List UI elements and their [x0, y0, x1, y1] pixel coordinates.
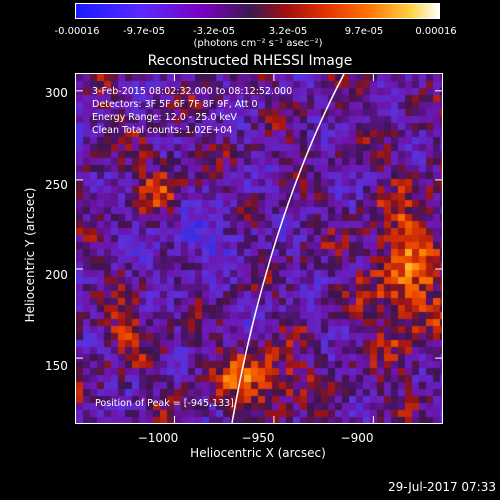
y-tick-label: 200	[45, 268, 68, 282]
colorbar	[75, 3, 440, 19]
x-axis-label: Heliocentric X (arcsec)	[190, 446, 326, 460]
x-tick-label: −900	[340, 431, 374, 445]
colorbar-tick: -3.2e-05	[193, 26, 235, 37]
chart-title: Reconstructed RHESSI Image	[147, 53, 353, 69]
y-axis-label: Heliocentric Y (arcsec)	[23, 187, 37, 323]
info-counts: Clean Total counts: 1.02E+04	[92, 125, 233, 136]
colorbar-tick: -0.00016	[54, 26, 100, 37]
colorbar-tick: 3.2e-05	[268, 26, 308, 37]
y-tick-label: 150	[45, 359, 68, 373]
peak-position-label: Position of Peak = [-945,133]	[95, 398, 234, 409]
x-tick-label: −950	[241, 431, 275, 445]
colorbar-units: (photons cm⁻² s⁻¹ asec⁻²)	[193, 38, 323, 49]
info-time-range: 3-Feb-2015 08:02:32.000 to 08:12:52.000	[92, 86, 293, 97]
solar-limb-line	[231, 74, 345, 423]
colorbar-tick: -9.7e-05	[123, 26, 165, 37]
plot-area: 3-Feb-2015 08:02:32.000 to 08:12:52.000 …	[75, 73, 443, 424]
info-energy-range: Energy Range: 12.0 - 25.0 keV	[92, 112, 237, 123]
info-detectors: Detectors: 3F 5F 6F 7F 8F 9F, Att 0	[92, 99, 258, 110]
y-tick-label: 300	[45, 86, 68, 100]
heatmap-image	[76, 74, 442, 423]
x-tick-label: −1000	[137, 431, 179, 445]
colorbar-tick: 9.7e-05	[344, 26, 384, 37]
y-tick-label: 250	[45, 178, 68, 192]
timestamp: 29-Jul-2017 07:33	[387, 480, 496, 494]
colorbar-tick: 0.00016	[415, 26, 457, 37]
